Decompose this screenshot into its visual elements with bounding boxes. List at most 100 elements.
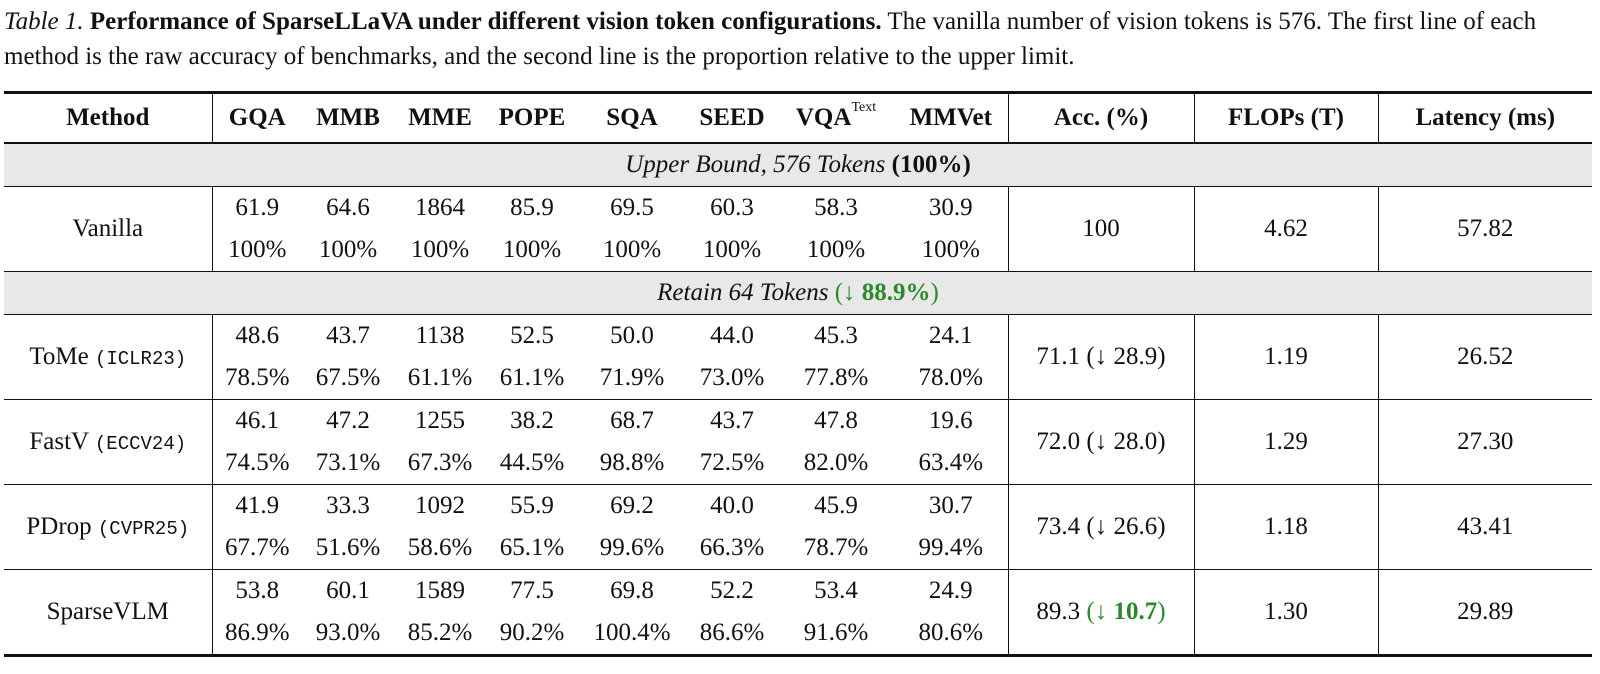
cell: 30.7 [894,484,1008,527]
cell: 41.9 [211,484,302,527]
cell: 58.3 [778,186,894,229]
cell: 1589 [394,569,486,612]
cell: 52.2 [686,569,778,612]
table-row-sparsevlm: SparseVLM 53.8 60.1 1589 77.5 69.8 52.2 … [4,569,1592,657]
acc-sparsevlm: 89.3 [1036,598,1081,625]
cell: 24.1 [928,322,973,349]
cell: 93.0% [302,612,394,657]
cell: 48.6 [211,314,302,357]
latency-vanilla: 57.82 [1377,186,1592,272]
cell: 55.9 [486,484,578,527]
cell: 53.4 [778,569,894,612]
cell: 19.6 [894,399,1008,442]
section-retain-arrow: (↓ [834,279,856,306]
cell: 69.5 [578,186,686,229]
flops-tome: 1.19 [1193,314,1378,400]
table-row-vanilla-rel: 100% 100% 100% 100% 100% 100% 100% 100% [4,229,1592,272]
table-row-fastv-rel: 74.5% 73.1% 67.3% 44.5% 98.8% 72.5% 82.0… [4,442,1592,485]
table-row-sparsevlm-rel: 86.9% 93.0% 85.2% 90.2% 100.4% 86.6% 91.… [4,612,1592,657]
cell: 60.3 [686,186,778,229]
cell: 64.6 [302,186,394,229]
cell: 82.0% [803,449,869,476]
method-tome: ToMe [29,343,89,370]
flops-sparsevlm: 1.30 [1193,569,1378,657]
cell: 100% [702,236,762,263]
venue-pdrop: (CVPR25) [97,518,190,540]
cell: 100% [502,236,562,263]
cell: 100% [410,236,470,263]
col-seed: SEED [686,91,778,144]
cell: 85.2% [394,612,486,657]
cell: 74.5% [211,442,302,485]
cell: 98.8% [599,449,665,476]
cell: 90.2% [486,612,578,657]
cell: 61.1% [499,364,565,391]
cell: 91.6% [778,612,894,657]
cell: 61.1% [407,364,473,391]
acc-fastv: 72.0 [1036,428,1081,455]
venue-tome: (ICLR23) [94,348,187,370]
cell: 45.9 [778,484,894,527]
cell: 61.9 [211,186,302,229]
table-caption: Table 1. Performance of SparseLLaVA unde… [4,4,1594,74]
cell: 68.7 [578,399,686,442]
col-pope: POPE [486,91,578,144]
section-upper-text: Upper Bound, 576 Tokens [625,151,886,178]
flops-pdrop: 1.18 [1193,484,1378,570]
flops-vanilla: 4.62 [1193,186,1378,272]
cell: 43.7 [326,322,370,349]
col-method: Method [4,91,212,144]
cell: 40.0 [686,484,778,527]
cell: 100% [806,236,866,263]
cell: 99.6% [599,534,665,561]
cell: 53.8 [211,569,302,612]
table-row-fastv: FastV (ECCV24) 46.1 47.2 1255 38.2 68.7 … [4,399,1592,485]
cell: 50.0 [610,322,654,349]
cell: 77.5 [486,569,578,612]
cell: 67.7% [211,527,302,570]
cell: 85.9 [486,186,578,229]
cell: 78.5% [211,357,302,400]
cell: 58.6% [407,534,473,561]
method-sparsevlm: SparseVLM [4,569,212,657]
cell: 44.0 [710,322,754,349]
cell: 77.8% [803,364,869,391]
section-retain-pct: 88.9% [861,279,931,306]
cell: 1864 [394,186,486,229]
cell: 52.5 [510,322,554,349]
cell: 1092 [394,484,486,527]
col-mmvet: MMVet [894,91,1008,144]
caption-label: Table 1. [4,8,84,35]
latency-tome: 26.52 [1377,314,1592,400]
cell: 43.7 [686,399,778,442]
cell: 100% [318,236,378,263]
col-vqa-label: VQA [795,104,852,131]
cell: 51.6% [315,534,381,561]
table-row-pdrop-rel: 67.7% 51.6% 58.6% 65.1% 99.6% 66.3% 78.7… [4,527,1592,570]
acc-vanilla: 100 [1007,186,1194,272]
caption-title: Performance of SparseLLaVA under differe… [89,8,882,35]
cell: 67.5% [315,364,381,391]
method-fastv: FastV [29,428,89,455]
col-gqa: GQA [211,91,302,144]
col-mmb: MMB [302,91,394,144]
cell: 73.1% [315,449,381,476]
table-row-vanilla: Vanilla 61.9 64.6 1864 85.9 69.5 60.3 58… [4,186,1592,272]
col-mme: MME [394,91,486,144]
col-latency: Latency (ms) [1377,91,1592,144]
section-retain-close: ) [930,279,939,306]
cell: 99.4% [918,534,984,561]
table-row-tome-rel: 78.5% 67.5% 61.1% 61.1% 71.9% 73.0% 77.8… [4,357,1592,400]
cell: 30.9 [894,186,1008,229]
cell: 46.1 [211,399,302,442]
col-vqa: VQAText [778,91,894,144]
latency-fastv: 27.30 [1377,399,1592,485]
cell: 47.8 [778,399,894,442]
acc-delta-fastv: (↓ 28.0) [1086,428,1166,455]
venue-fastv: (ECCV24) [94,433,187,455]
cell: 33.3 [302,484,394,527]
cell: 78.7% [803,534,869,561]
flops-fastv: 1.29 [1193,399,1378,485]
cell: 100.4% [578,612,686,657]
table-row-tome: ToMe (ICLR23) 48.6 43.7 1138 52.5 50.0 4… [4,314,1592,400]
